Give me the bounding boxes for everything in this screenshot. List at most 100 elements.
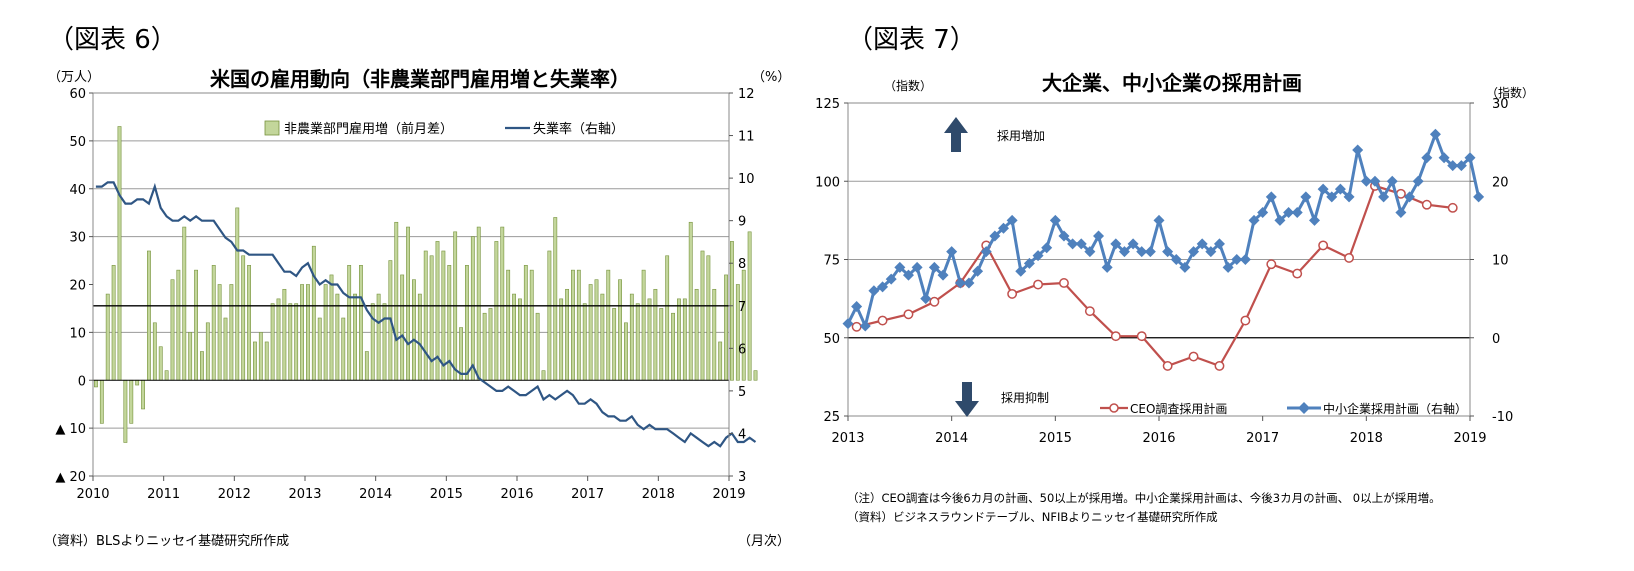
fig6-right-tick-label: 5 xyxy=(738,385,746,400)
fig7-nfib-point xyxy=(894,261,906,273)
fig6-bar xyxy=(147,250,151,381)
fig7-nfib-point xyxy=(937,269,949,281)
arrow-up-icon xyxy=(944,117,968,152)
fig6-legend-bar-swatch xyxy=(264,120,280,136)
fig6-bar xyxy=(376,293,381,381)
fig6-bar xyxy=(94,379,98,388)
fig7-nfib-point xyxy=(998,222,1009,234)
fig6-x-tick-label: 2013 xyxy=(288,487,321,502)
fig7-nfib-point xyxy=(963,277,975,289)
fig6-bar xyxy=(747,231,752,381)
fig7-right-tick-label: 20 xyxy=(1492,175,1509,190)
fig7-ceo-point xyxy=(1007,288,1018,299)
fig6-bar xyxy=(647,298,652,381)
fig6-bar xyxy=(158,346,163,381)
fig7-nfib-point xyxy=(902,269,914,281)
fig7-nfib-point xyxy=(1075,238,1087,250)
fig7-nfib-point xyxy=(877,281,889,293)
fig6-bar xyxy=(612,308,617,381)
fig6-left-tick-label: 10 xyxy=(69,326,86,341)
fig7-nfib-point xyxy=(1343,191,1355,203)
fig7-nfib-point xyxy=(980,246,992,258)
fig6-bar xyxy=(282,288,287,381)
fig6-bar xyxy=(476,226,481,381)
fig6-title: 米国の雇用動向（非農業部門雇用増と失業率） xyxy=(210,67,630,91)
fig7-x-tick-label: 2016 xyxy=(1142,431,1175,446)
fig6-bar xyxy=(105,293,110,381)
fig6-left-tick-label: ▲ 20 xyxy=(55,470,86,485)
fig7-nfib-point xyxy=(1188,246,1200,258)
fig6-bar xyxy=(629,293,634,381)
fig7-nfib-point xyxy=(1239,254,1251,265)
fig6-left-axis-ticks: 60 50 40 30 20 10 0 ▲ 10 ▲ 20 xyxy=(55,87,93,485)
fig6-bar xyxy=(677,298,681,381)
fig7-nfib-point xyxy=(868,285,880,297)
arrow-down-icon xyxy=(955,382,979,417)
fig7-legend-ceo-label: CEO調査採用計画 xyxy=(1130,401,1227,416)
fig6-bar xyxy=(247,265,251,381)
fig7-nfib-point xyxy=(1283,207,1295,219)
fig7-nfib-point xyxy=(1369,175,1381,187)
fig6-bar xyxy=(706,255,711,381)
fig7-nfib-point xyxy=(1205,246,1217,258)
fig7-legend-nfib-marker xyxy=(1298,402,1310,414)
fig7-ceo-point xyxy=(1059,278,1069,288)
fig7-nfib-point xyxy=(1136,246,1148,258)
fig6-x-tick-label: 2011 xyxy=(147,487,180,502)
fig6-bar xyxy=(553,217,558,381)
fig7-nfib-point xyxy=(1144,246,1156,258)
fig6-bar xyxy=(718,341,723,381)
fig6-x-axis-ticks: 2010 2011 2012 2013 2014 2015 2016 2017 2018 2019 xyxy=(76,476,746,502)
fig6-right-tick-label: 11 xyxy=(738,130,755,145)
figure-6: （図表 6） 米国の雇用動向（非農業部門雇用増と失業率） （万人） （%） 60… xyxy=(44,25,790,549)
fig6-bar xyxy=(518,298,522,381)
fig6-bar xyxy=(529,269,534,381)
fig7-left-axis-ticks: 125 100 75 50 25 xyxy=(815,97,848,425)
fig6-bar xyxy=(141,379,145,410)
fig6-bar xyxy=(200,351,204,381)
fig6-bar xyxy=(211,265,216,381)
fig7-left-tick-label: 125 xyxy=(815,97,840,112)
fig6-bar xyxy=(194,269,198,381)
fig7-x-tick-label: 2018 xyxy=(1350,431,1383,446)
fig6-right-tick-label: 4 xyxy=(738,427,746,442)
fig7-nfib-point xyxy=(1231,254,1243,265)
fig6-bar xyxy=(306,284,310,381)
fig7-nfib-point xyxy=(1404,191,1416,203)
fig6-bar xyxy=(506,269,511,381)
fig6-x-tick-label: 2019 xyxy=(712,487,745,502)
fig7-ceo-point xyxy=(1344,252,1355,263)
fig6-bar xyxy=(235,207,240,381)
fig6-bar xyxy=(512,293,516,381)
fig7-nfib-point xyxy=(885,273,897,285)
fig7-x-tick-label: 2019 xyxy=(1453,431,1486,446)
fig6-bar xyxy=(500,226,505,381)
fig7-nfib-point xyxy=(1015,265,1027,277)
fig7-nfib-point xyxy=(1084,246,1096,258)
fig7-nfib-point xyxy=(1110,238,1122,250)
fig6-bar xyxy=(188,332,193,381)
fig6-left-unit: （万人） xyxy=(48,70,100,85)
fig7-nfib-point xyxy=(1257,207,1269,219)
fig7-nfib-point xyxy=(972,265,984,277)
fig6-legend-line-label: 失業率（右軸） xyxy=(533,121,624,137)
fig7-nfib-point xyxy=(1006,214,1018,226)
fig7-nfib-point xyxy=(842,318,854,330)
fig6-right-axis-ticks: 12 11 10 9 8 7 6 5 4 3 xyxy=(729,87,755,485)
fig6-bar xyxy=(229,284,234,381)
fig7-nfib-point xyxy=(851,300,863,312)
fig7-nfib-markers xyxy=(842,128,1485,332)
fig7-ceo-point xyxy=(1292,268,1303,279)
fig6-bar xyxy=(547,250,552,381)
fig7-ceo-point xyxy=(1266,259,1277,270)
fig7-nfib-point xyxy=(1464,152,1476,164)
fig6-bar xyxy=(606,269,611,381)
fig6-left-tick-label: 0 xyxy=(78,374,86,389)
fig6-bar xyxy=(494,241,499,381)
fig7-nfib-point xyxy=(928,261,940,273)
fig6-bar xyxy=(523,265,528,381)
fig6-bar xyxy=(576,269,581,381)
fig7-nfib-point xyxy=(1032,250,1044,262)
fig7-nfib-point xyxy=(1162,246,1174,258)
